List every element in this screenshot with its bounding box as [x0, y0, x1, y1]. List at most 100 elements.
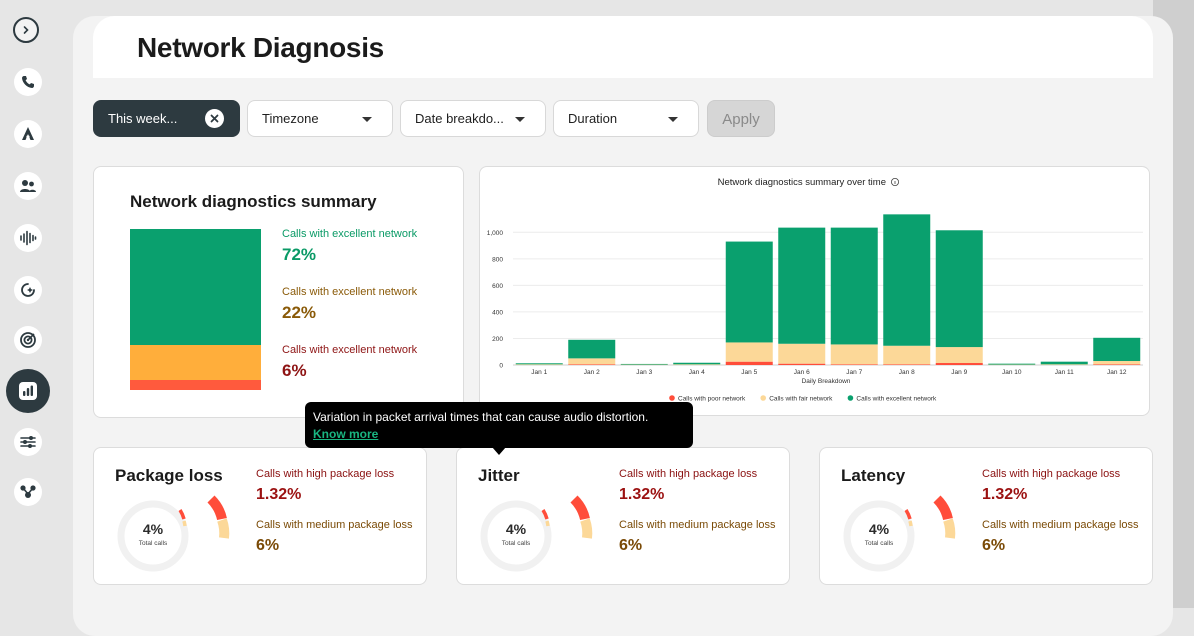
x-tick-label: Jan 2	[584, 369, 600, 376]
metric-medium-label: Calls with medium package loss	[982, 519, 1139, 531]
metric-medium-value: 6%	[256, 537, 279, 555]
x-axis-label: Daily Breakdown	[802, 378, 851, 385]
page-title: Network Diagnosis	[137, 32, 384, 64]
x-tick-label: Jan 5	[741, 369, 757, 376]
segment-fair-value: 22%	[282, 303, 316, 323]
bar-segment	[1093, 364, 1140, 365]
segment-excellent-label: Calls with excellent network	[282, 228, 417, 240]
bar-segment	[673, 364, 720, 365]
sidebar-item-agent[interactable]	[14, 120, 42, 148]
sidebar-item-goals[interactable]	[14, 326, 42, 354]
metric-high-label: Calls with high package loss	[256, 468, 394, 480]
duration-dropdown[interactable]: Duration	[553, 100, 699, 137]
metric-title: Package loss	[115, 466, 223, 486]
date-range-chip[interactable]: This week...	[93, 100, 240, 137]
metric-high-value: 1.32%	[619, 486, 664, 504]
metric-medium-value: 6%	[619, 537, 642, 555]
sidebar-item-insights[interactable]	[14, 276, 42, 304]
bar-segment	[778, 228, 825, 344]
timezone-dropdown[interactable]: Timezone	[247, 100, 393, 137]
metric-donut: 4% Total calls	[477, 488, 607, 584]
metric-high-value: 1.32%	[256, 486, 301, 504]
metric-center-label: Total calls	[139, 540, 168, 547]
analytics-icon	[17, 380, 39, 402]
x-tick-label: Jan 6	[794, 369, 810, 376]
x-tick-label: Jan 1	[531, 369, 547, 376]
segment-poor	[130, 380, 261, 390]
apply-button[interactable]: Apply	[707, 100, 775, 137]
bar-segment	[516, 363, 563, 364]
network-summary-card: Network diagnostics summary Calls with e…	[93, 166, 464, 418]
metric-center-value: 4%	[506, 521, 527, 537]
tooltip-text: Variation in packet arrival times that c…	[313, 410, 648, 424]
metric-high-label: Calls with high package loss	[982, 468, 1120, 480]
chart-title: Network diagnostics summary over time	[718, 177, 886, 188]
agent-icon	[20, 126, 36, 142]
sidebar-item-settings[interactable]	[14, 428, 42, 456]
sidebar-item-calls[interactable]	[14, 68, 42, 96]
x-tick-label: Jan 3	[636, 369, 652, 376]
metric-medium-label: Calls with medium package loss	[619, 519, 776, 531]
metric-center-label: Total calls	[502, 540, 531, 547]
metric-center-label: Total calls	[865, 540, 894, 547]
summary-over-time-card: Network diagnostics summary over time 0 20…	[479, 166, 1150, 416]
duration-dropdown-label: Duration	[568, 111, 617, 126]
caret-down-icon	[362, 117, 372, 122]
bar-segment	[568, 340, 615, 359]
bar-segment	[936, 363, 983, 365]
y-tick-label: 200	[492, 336, 503, 343]
metric-card-latency: Latency 4% Total calls Calls with high p…	[819, 447, 1153, 585]
bar-segment	[1093, 338, 1140, 361]
segment-excellent-value: 72%	[282, 245, 316, 265]
y-tick-label: 800	[492, 256, 503, 263]
audio-wave-icon	[19, 230, 37, 246]
legend-swatch	[760, 395, 766, 401]
bar-segment	[726, 342, 773, 361]
segment-fair-label: Calls with excellent network	[282, 286, 417, 298]
bar-segment	[673, 363, 720, 365]
clear-date-range-button[interactable]	[205, 109, 224, 128]
bar-segment	[883, 364, 930, 365]
legend-swatch	[848, 395, 854, 401]
bar-segment	[726, 242, 773, 343]
page-header: Network Diagnosis	[93, 16, 1153, 78]
x-tick-label: Jan 10	[1002, 369, 1022, 376]
bar-segment	[936, 230, 983, 347]
sidebar-toggle-button[interactable]	[13, 17, 39, 43]
metric-high-value: 1.32%	[982, 486, 1027, 504]
sidebar-item-analytics[interactable]	[6, 369, 50, 413]
bar-segment	[621, 364, 668, 365]
jitter-tooltip: Variation in packet arrival times that c…	[305, 402, 693, 448]
sidebar-item-audio[interactable]	[14, 224, 42, 252]
tooltip-arrow	[492, 447, 506, 455]
know-more-link[interactable]: Know more	[313, 427, 685, 441]
sidebar-item-integrations[interactable]	[14, 478, 42, 506]
metric-card-package-loss: Package loss 4% Total calls Calls with h…	[93, 447, 427, 585]
metric-medium-value: 6%	[982, 537, 1005, 555]
y-tick-label: 600	[492, 283, 503, 290]
x-tick-label: Jan 11	[1055, 369, 1074, 376]
chevron-right-icon	[21, 25, 31, 35]
legend-swatch	[669, 395, 675, 401]
metric-title: Latency	[841, 466, 905, 486]
sidebar-item-users[interactable]	[14, 172, 42, 200]
legend-label: Calls with excellent network	[856, 396, 937, 403]
sliders-icon	[19, 434, 37, 450]
bar-segment	[516, 364, 563, 365]
phone-icon	[20, 74, 36, 90]
date-breakdown-dropdown-label: Date breakdo...	[415, 111, 504, 126]
metric-high-label: Calls with high package loss	[619, 468, 757, 480]
close-icon	[210, 114, 219, 123]
y-tick-label: 400	[492, 309, 503, 316]
bar-segment	[726, 362, 773, 365]
target-icon	[19, 331, 37, 349]
bar-segment	[831, 228, 878, 345]
segment-excellent	[130, 229, 261, 345]
bar-segment	[1093, 361, 1140, 364]
x-tick-label: Jan 8	[899, 369, 915, 376]
integrations-icon	[19, 483, 37, 501]
timezone-dropdown-label: Timezone	[262, 111, 319, 126]
x-tick-label: Jan 9	[951, 369, 967, 376]
y-tick-label: 0	[499, 363, 503, 370]
date-breakdown-dropdown[interactable]: Date breakdo...	[400, 100, 546, 137]
